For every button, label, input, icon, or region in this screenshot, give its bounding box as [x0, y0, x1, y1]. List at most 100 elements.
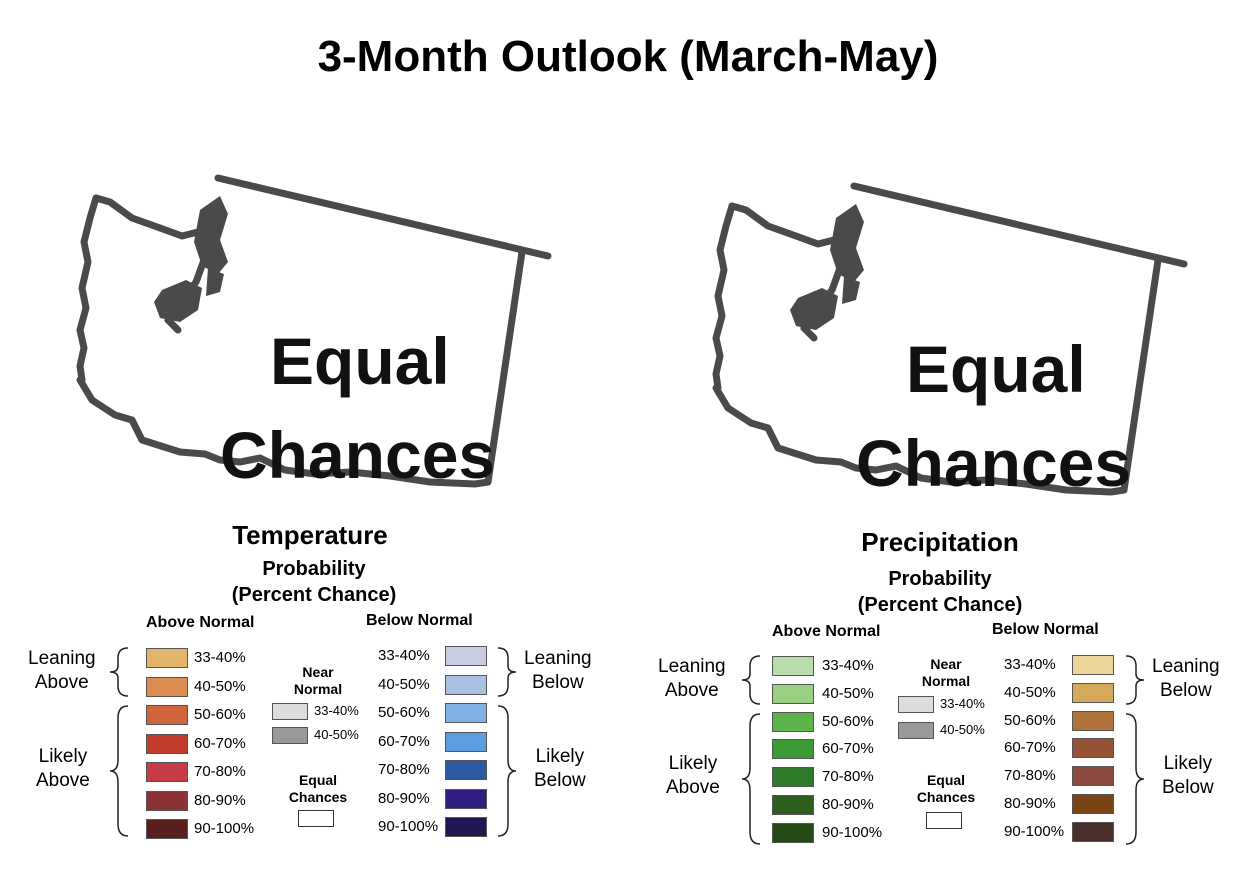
legend-swatch: [1072, 655, 1114, 675]
legend-swatch: [772, 711, 814, 732]
map-label-chances: Chances: [856, 426, 1132, 500]
legend-swatch-label: 33-40%: [194, 649, 246, 666]
legend-swatch-label: 33-40%: [378, 647, 430, 664]
near-normal-label: 40-50%: [314, 727, 359, 742]
legend-swatch-label: 50-60%: [194, 706, 246, 723]
legend-swatch-label: 70-80%: [378, 761, 430, 778]
temperature-legend-title: Temperature: [232, 520, 388, 550]
legend-swatch: [445, 817, 487, 837]
legend-swatch: [772, 656, 814, 676]
legend-swatch: [146, 790, 188, 811]
legend-swatch: [772, 767, 814, 788]
legend-swatch-label: 60-70%: [1004, 739, 1056, 757]
near-normal-label: 33-40%: [314, 703, 359, 718]
legend-swatch: [146, 676, 188, 697]
legend-swatch: [146, 733, 188, 754]
legend-swatch: [445, 731, 487, 752]
legend-swatch-label: 90-100%: [1004, 822, 1065, 840]
likely-above-brace: [109, 705, 129, 837]
legend-swatch: [445, 788, 487, 809]
likely-above-label: Likely Above: [36, 746, 90, 791]
temperature-map: Equal Chances: [70, 170, 560, 510]
near-normal-swatch: [898, 722, 934, 739]
precipitation-map: Equal Chances: [706, 178, 1196, 518]
leaning-below-label: Leaning Below: [524, 648, 592, 693]
equal-chances-header: Equal Chances: [916, 772, 976, 805]
legend-swatch-label: 90-100%: [378, 818, 439, 835]
map-label-chances: Chances: [220, 418, 496, 492]
legend-swatch: [772, 683, 814, 704]
legend-swatch-label: 80-90%: [378, 789, 430, 807]
precipitation-panel: Equal Chances Precipitation Probability …: [628, 0, 1256, 884]
legend-subtitle-percent: (Percent Chance): [231, 584, 397, 606]
leaning-below-brace: [1125, 655, 1145, 705]
legend-swatch-label: 90-100%: [194, 820, 255, 837]
near-normal-header: Near Normal: [293, 664, 343, 697]
near-normal-swatch: [272, 703, 308, 720]
legend-swatch-label: 50-60%: [1004, 711, 1056, 729]
legend-swatch-label: 33-40%: [822, 657, 874, 674]
legend-swatch-label: 60-70%: [822, 740, 874, 758]
legend-swatch-label: 60-70%: [378, 732, 430, 750]
legend-swatch: [445, 674, 487, 695]
likely-below-label: Likely Below: [534, 746, 586, 791]
above-normal-header: Above Normal: [146, 614, 255, 631]
near-normal-label: 33-40%: [940, 696, 985, 711]
legend-swatch-label: 70-80%: [194, 763, 246, 780]
washington-outline-map: [76, 174, 552, 488]
near-normal-swatch: [272, 727, 308, 744]
legend-swatch-label: 80-90%: [194, 791, 246, 809]
legend-swatch: [146, 762, 188, 782]
legend-swatch-label: 33-40%: [1004, 656, 1056, 673]
leaning-above-label: Leaning Above: [28, 648, 96, 693]
likely-above-brace: [741, 713, 761, 845]
legend-swatch: [445, 703, 487, 723]
equal-chances-swatch: [926, 812, 962, 829]
legend-swatch: [1072, 710, 1114, 731]
legend-swatch: [445, 760, 487, 780]
legend-swatch-label: 60-70%: [194, 734, 246, 752]
legend-subtitle-probability: Probability: [888, 568, 992, 590]
leaning-above-brace: [741, 655, 761, 705]
legend-swatch: [772, 822, 814, 843]
legend-swatch-label: 40-50%: [822, 684, 874, 702]
legend-swatch: [146, 819, 188, 839]
likely-below-label: Likely Below: [1162, 753, 1214, 798]
equal-chances-swatch: [298, 810, 334, 827]
legend-swatch-label: 70-80%: [1004, 767, 1056, 785]
temperature-panel: Equal Chances Temperature Probability (P…: [28, 170, 592, 839]
above-normal-header: Above Normal: [772, 623, 881, 640]
legend-swatch-label: 40-50%: [1004, 683, 1056, 701]
legend-swatch-label: 90-100%: [822, 823, 883, 841]
map-label-equal: Equal: [270, 324, 450, 398]
legend-swatch: [146, 705, 188, 725]
legend-swatch-label: 50-60%: [378, 704, 430, 721]
legend-swatch: [1072, 794, 1114, 814]
leaning-above-brace: [109, 647, 129, 697]
legend-swatch-label: 80-90%: [1004, 795, 1056, 812]
below-normal-header: Below Normal: [366, 612, 473, 629]
legend-subtitle-percent: (Percent Chance): [857, 594, 1023, 616]
legend-subtitle-probability: Probability: [262, 558, 366, 580]
near-normal-label: 40-50%: [940, 722, 985, 737]
legend-swatch-label: 70-80%: [822, 768, 874, 786]
legend-swatch: [772, 739, 814, 760]
precipitation-legend-title: Precipitation: [861, 527, 1019, 557]
page-title: 3-Month Outlook (March-May): [317, 32, 939, 81]
map-label-equal: Equal: [906, 332, 1086, 406]
legend-swatch-label: 80-90%: [822, 796, 874, 813]
legend-swatch: [1072, 766, 1114, 787]
legend-swatch: [1072, 738, 1114, 759]
likely-above-label: Likely Above: [666, 753, 720, 798]
legend-swatch: [772, 795, 814, 815]
legend-swatch: [445, 646, 487, 666]
legend-swatch: [1072, 682, 1114, 703]
legend-swatch: [1072, 821, 1114, 842]
equal-chances-header: Equal Chances: [288, 772, 348, 805]
below-normal-header: Below Normal: [992, 621, 1099, 638]
legend-swatch-label: 40-50%: [194, 677, 246, 695]
legend-swatch-label: 50-60%: [822, 712, 874, 730]
leaning-below-brace: [497, 647, 517, 697]
near-normal-swatch: [898, 696, 934, 713]
likely-below-brace: [497, 705, 517, 837]
